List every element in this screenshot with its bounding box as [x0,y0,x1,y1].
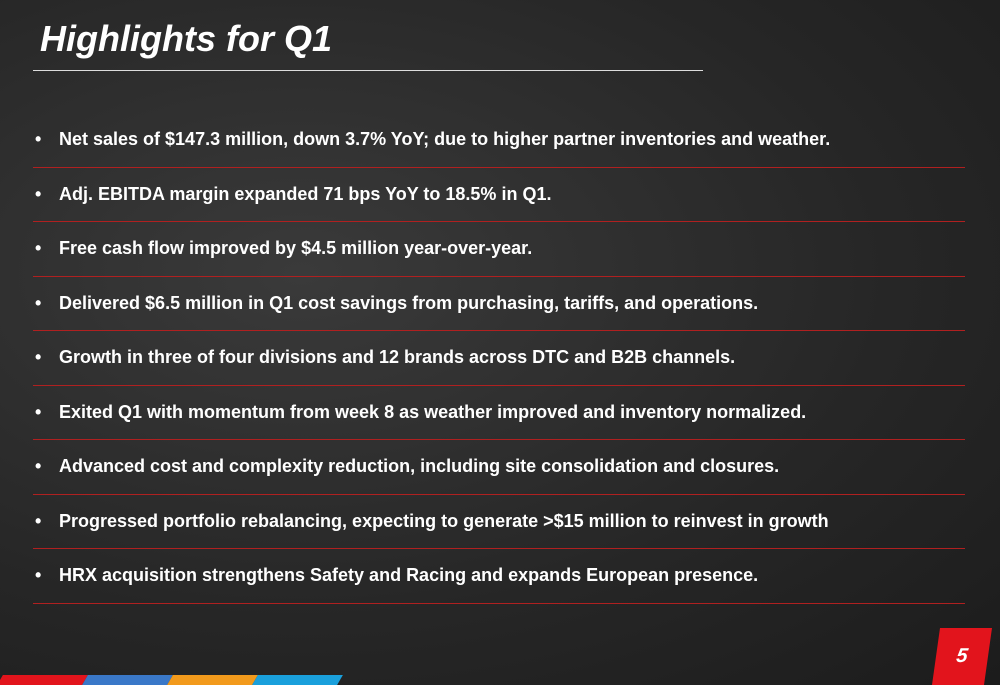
bar-cyan [252,675,343,685]
bar-blue [82,675,173,685]
bullet-item: Net sales of $147.3 million, down 3.7% Y… [33,113,965,168]
color-bar [0,675,343,685]
bullet-item: Advanced cost and complexity reduction, … [33,440,965,495]
bullet-list: Net sales of $147.3 million, down 3.7% Y… [33,113,965,604]
page-number: 5 [931,628,993,685]
bar-orange [167,675,258,685]
slide-title: Highlights for Q1 [40,18,332,59]
bullet-item: Delivered $6.5 million in Q1 cost saving… [33,277,965,331]
title-rule [33,70,703,71]
bullet-item: Progressed portfolio rebalancing, expect… [33,495,965,549]
bullet-item: Growth in three of four divisions and 12… [33,331,965,386]
bullet-item: Adj. EBITDA margin expanded 71 bps YoY t… [33,168,965,222]
bullet-item: Exited Q1 with momentum from week 8 as w… [33,386,965,440]
bullet-item: Free cash flow improved by $4.5 million … [33,222,965,277]
bar-red [0,675,88,685]
bullet-item: HRX acquisition strengthens Safety and R… [33,549,965,604]
